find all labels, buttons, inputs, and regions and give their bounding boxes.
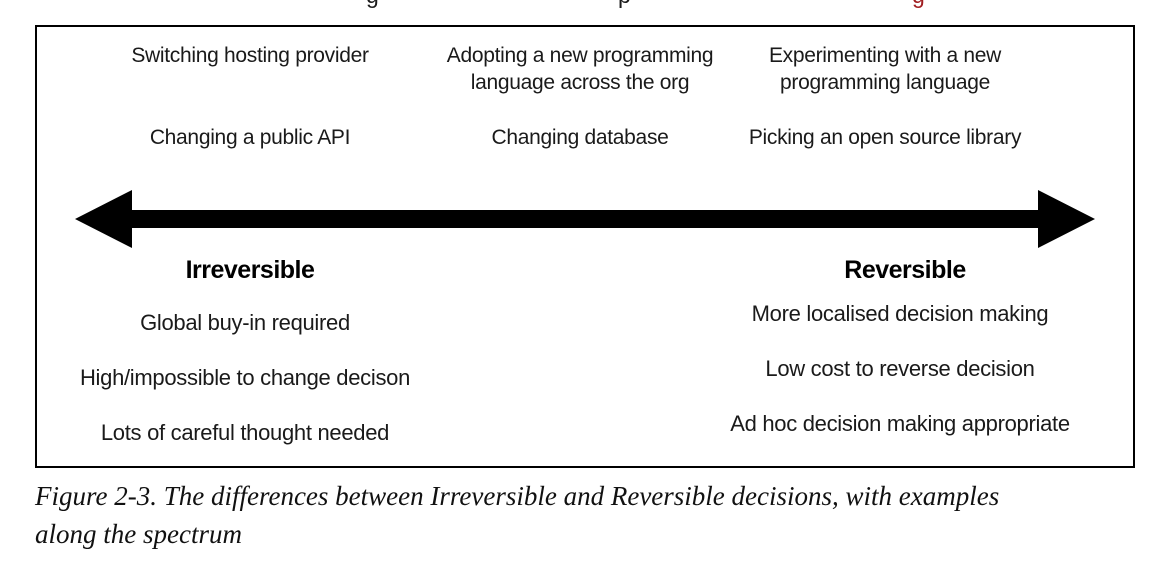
cropped-text-line: g p g bbox=[0, 0, 1160, 9]
irreversible-trait-item: Lots of careful thought needed bbox=[100, 420, 390, 445]
example-item: Switching hosting provider bbox=[131, 44, 369, 67]
irreversible-trait-item: Global buy-in required bbox=[140, 310, 350, 335]
example-item: Changing a public API bbox=[149, 126, 351, 149]
example-item: Adopting a new programming language acro… bbox=[446, 44, 714, 94]
reversible-trait-item: Low cost to reverse decision bbox=[765, 356, 1035, 381]
example-item: Experimenting with a new programming lan… bbox=[768, 44, 1002, 94]
double-headed-arrow-icon bbox=[75, 190, 1095, 248]
label-reversible: Reversible bbox=[844, 256, 966, 284]
figure-box bbox=[35, 25, 1135, 468]
reversible-trait-item: More localised decision making bbox=[751, 301, 1049, 326]
spectrum-arrow bbox=[75, 190, 1095, 248]
cropped-glyph-fragment: p bbox=[618, 0, 631, 7]
example-item: Changing database bbox=[491, 126, 669, 149]
label-irreversible: Irreversible bbox=[185, 256, 315, 284]
cropped-glyph-fragment: g bbox=[366, 0, 379, 7]
figure-caption: Figure 2-3. The differences between Irre… bbox=[35, 481, 1000, 549]
example-item: Picking an open source library bbox=[748, 126, 1022, 149]
reversible-trait-item: Ad hoc decision making appropriate bbox=[730, 411, 1070, 436]
irreversible-trait-item: High/impossible to change decison bbox=[79, 365, 411, 390]
cropped-link-glyph-fragment: g bbox=[912, 0, 925, 7]
